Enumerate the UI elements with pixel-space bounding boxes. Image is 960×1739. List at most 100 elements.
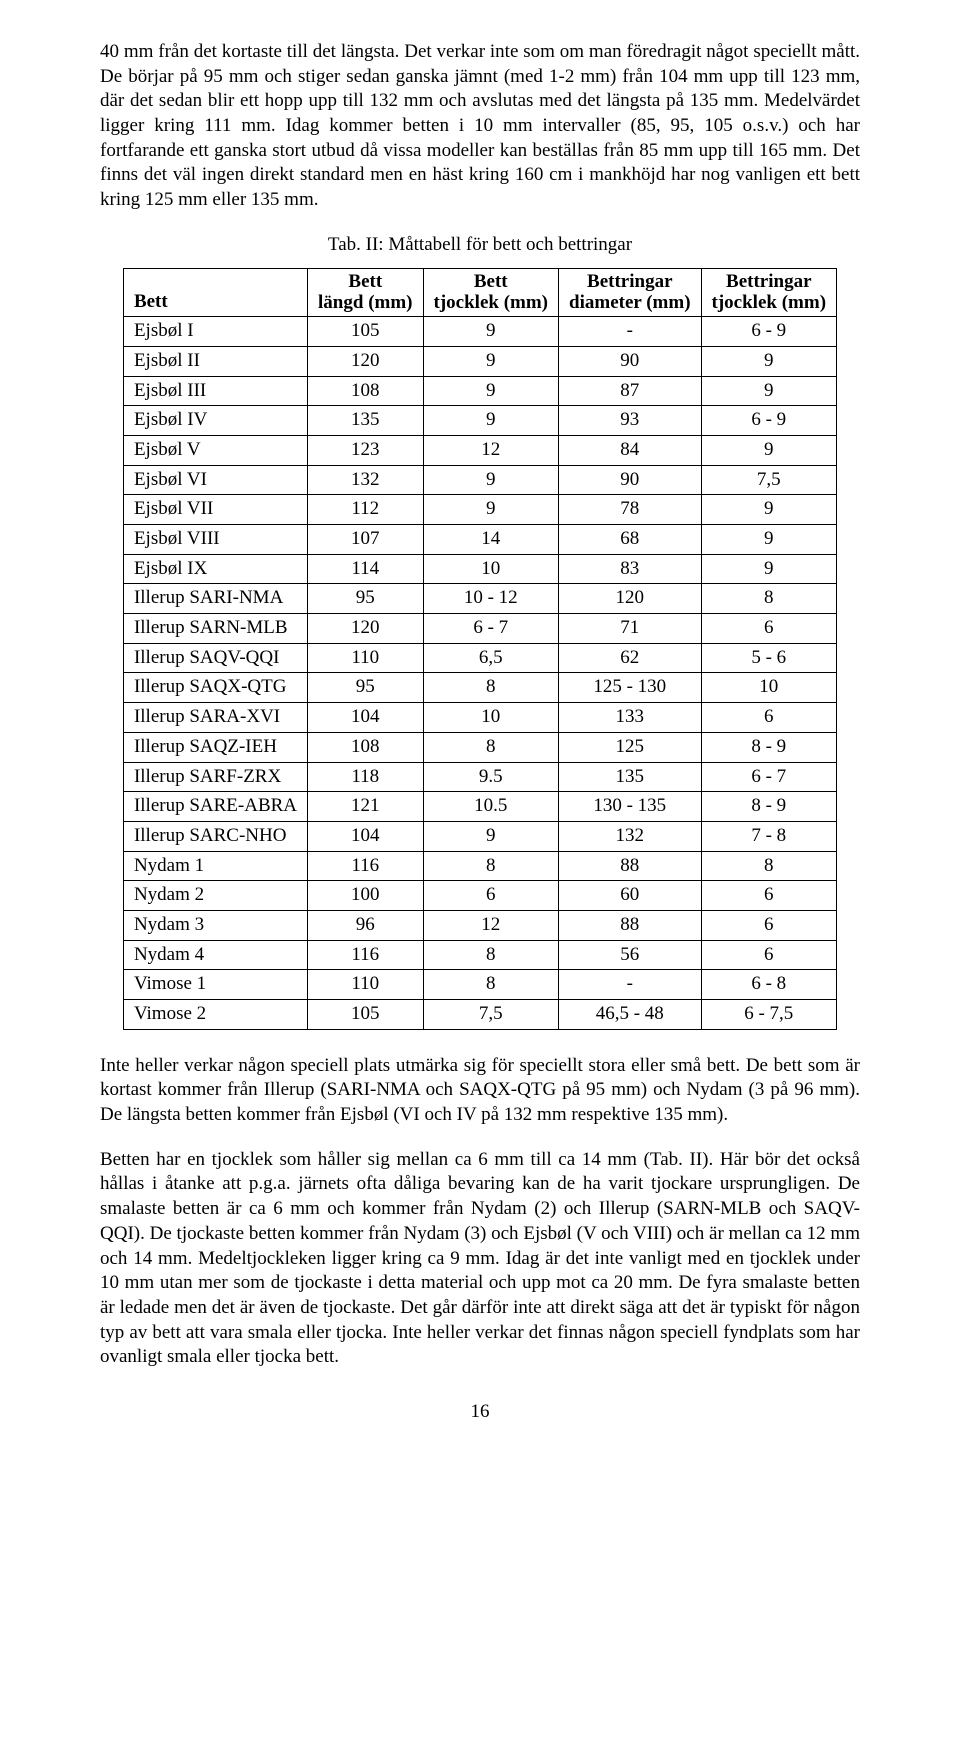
cell-ring-diameter: 71 [559,614,702,644]
cell-thickness: 8 [423,851,559,881]
cell-ring-thickness: 6 [701,910,837,940]
col-length-l2: längd (mm) [318,292,412,313]
cell-thickness: 9.5 [423,762,559,792]
cell-ring-thickness: 9 [701,495,837,525]
cell-length: 120 [308,614,423,644]
cell-thickness: 9 [423,346,559,376]
cell-name: Vimose 1 [123,970,307,1000]
table-row: Nydam 39612886 [123,910,836,940]
cell-ring-thickness: 9 [701,435,837,465]
table-row: Illerup SAQZ-IEH10881258 - 9 [123,732,836,762]
cell-name: Ejsbøl VI [123,465,307,495]
cell-name: Illerup SARE-ABRA [123,792,307,822]
cell-length: 105 [308,317,423,347]
col-thickness-l1: Bett [474,271,508,292]
cell-ring-thickness: 6 [701,881,837,911]
cell-name: Illerup SAQV-QQI [123,643,307,673]
table-row: Illerup SAQX-QTG958125 - 13010 [123,673,836,703]
cell-ring-thickness: 9 [701,525,837,555]
col-thickness: Bett tjocklek (mm) [423,268,559,317]
cell-thickness: 12 [423,435,559,465]
cell-thickness: 8 [423,673,559,703]
cell-length: 110 [308,643,423,673]
cell-length: 105 [308,1000,423,1030]
cell-ring-diameter: 68 [559,525,702,555]
cell-thickness: 10 [423,703,559,733]
cell-ring-thickness: 9 [701,554,837,584]
cell-thickness: 8 [423,940,559,970]
cell-ring-diameter: 46,5 - 48 [559,1000,702,1030]
col-thickness-l2: tjocklek (mm) [434,292,549,313]
cell-length: 116 [308,851,423,881]
cell-length: 118 [308,762,423,792]
table-row: Vimose 11108-6 - 8 [123,970,836,1000]
cell-length: 112 [308,495,423,525]
cell-ring-thickness: 10 [701,673,837,703]
col-length: Bett längd (mm) [308,268,423,317]
cell-thickness: 9 [423,376,559,406]
table-row: Nydam 21006606 [123,881,836,911]
cell-length: 123 [308,435,423,465]
cell-name: Nydam 4 [123,940,307,970]
cell-length: 104 [308,821,423,851]
cell-length: 108 [308,732,423,762]
cell-length: 114 [308,554,423,584]
cell-name: Nydam 1 [123,851,307,881]
table-row: Illerup SARI-NMA9510 - 121208 [123,584,836,614]
table-header-row: Bett Bett längd (mm) Bett tjocklek (mm) [123,268,836,317]
cell-name: Ejsbøl I [123,317,307,347]
table-row: Illerup SAQV-QQI1106,5625 - 6 [123,643,836,673]
cell-ring-thickness: 6 [701,703,837,733]
cell-thickness: 9 [423,317,559,347]
table-row: Illerup SARA-XVI104101336 [123,703,836,733]
cell-name: Illerup SAQZ-IEH [123,732,307,762]
cell-ring-diameter: 83 [559,554,702,584]
cell-length: 120 [308,346,423,376]
cell-thickness: 9 [423,406,559,436]
page: 40 mm från det kortaste till det längsta… [0,0,960,1485]
col-bett: Bett [123,268,307,317]
table-row: Illerup SARF-ZRX1189.51356 - 7 [123,762,836,792]
cell-ring-diameter: 133 [559,703,702,733]
cell-ring-thickness: 8 - 9 [701,732,837,762]
cell-name: Ejsbøl IV [123,406,307,436]
cell-length: 110 [308,970,423,1000]
cell-ring-diameter: 90 [559,465,702,495]
cell-length: 116 [308,940,423,970]
cell-thickness: 10.5 [423,792,559,822]
cell-ring-thickness: 6 - 8 [701,970,837,1000]
cell-name: Illerup SARN-MLB [123,614,307,644]
cell-thickness: 10 - 12 [423,584,559,614]
table-row: Vimose 21057,546,5 - 486 - 7,5 [123,1000,836,1030]
measurements-table: Bett Bett längd (mm) Bett tjocklek (mm) [123,268,837,1030]
paragraph-2: Inte heller verkar någon speciell plats … [100,1054,860,1128]
cell-name: Ejsbøl VIII [123,525,307,555]
cell-ring-thickness: 8 [701,851,837,881]
cell-ring-thickness: 8 [701,584,837,614]
table-row: Ejsbøl II1209909 [123,346,836,376]
cell-name: Illerup SARF-ZRX [123,762,307,792]
paragraph-1: 40 mm från det kortaste till det längsta… [100,40,860,213]
cell-length: 95 [308,584,423,614]
col-ring-diameter-l2: diameter (mm) [569,292,691,313]
cell-name: Ejsbøl V [123,435,307,465]
table-body: Ejsbøl I1059-6 - 9Ejsbøl II1209909Ejsbøl… [123,317,836,1030]
cell-ring-diameter: 93 [559,406,702,436]
cell-length: 95 [308,673,423,703]
cell-length: 135 [308,406,423,436]
cell-name: Nydam 2 [123,881,307,911]
cell-thickness: 6,5 [423,643,559,673]
cell-ring-diameter: - [559,970,702,1000]
col-bett-label: Bett [134,291,168,312]
cell-ring-thickness: 6 - 7 [701,762,837,792]
cell-ring-diameter: 62 [559,643,702,673]
cell-name: Illerup SAQX-QTG [123,673,307,703]
col-ring-thickness-l2: tjocklek (mm) [712,292,827,313]
cell-name: Illerup SARI-NMA [123,584,307,614]
page-number: 16 [100,1400,860,1425]
cell-ring-diameter: 78 [559,495,702,525]
table-row: Ejsbøl III1089879 [123,376,836,406]
cell-ring-diameter: 60 [559,881,702,911]
cell-thickness: 9 [423,495,559,525]
cell-thickness: 9 [423,821,559,851]
